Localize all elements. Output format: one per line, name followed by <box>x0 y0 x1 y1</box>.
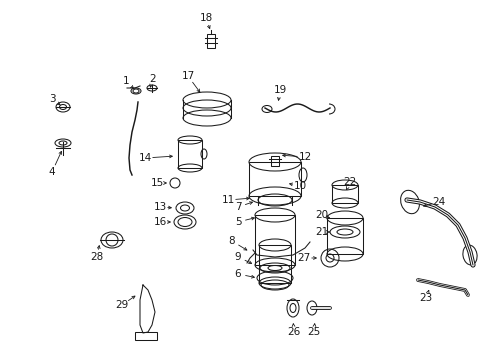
Text: 6: 6 <box>234 269 241 279</box>
Text: 9: 9 <box>234 252 241 262</box>
Text: 18: 18 <box>199 13 212 23</box>
Bar <box>206 34 215 48</box>
Text: 21: 21 <box>315 227 328 237</box>
Text: 8: 8 <box>228 236 235 246</box>
Bar <box>326 218 362 254</box>
Text: 4: 4 <box>49 167 55 177</box>
Text: 14: 14 <box>138 153 151 163</box>
Text: 5: 5 <box>234 217 241 227</box>
Text: 24: 24 <box>431 197 445 207</box>
Text: 1: 1 <box>122 76 129 86</box>
Text: 3: 3 <box>49 94 55 104</box>
Text: 29: 29 <box>115 300 128 310</box>
Text: 20: 20 <box>315 210 328 220</box>
Text: 27: 27 <box>297 253 310 263</box>
Text: 13: 13 <box>153 202 166 212</box>
Text: 2: 2 <box>149 74 156 84</box>
Bar <box>259 245 290 283</box>
Text: 22: 22 <box>343 177 356 187</box>
Text: 10: 10 <box>293 181 306 191</box>
Text: 16: 16 <box>153 217 166 227</box>
Text: 12: 12 <box>298 152 311 162</box>
Text: 28: 28 <box>90 252 103 262</box>
Bar <box>331 185 357 203</box>
Bar <box>270 156 279 166</box>
Text: 11: 11 <box>221 195 234 205</box>
Text: 7: 7 <box>234 202 241 212</box>
Bar <box>248 162 301 196</box>
Text: 19: 19 <box>273 85 286 95</box>
Text: 17: 17 <box>181 71 194 81</box>
Bar <box>135 332 157 340</box>
Bar <box>254 215 294 265</box>
Text: 23: 23 <box>419 293 432 303</box>
Text: 15: 15 <box>150 178 163 188</box>
Text: 26: 26 <box>287 327 300 337</box>
Text: 25: 25 <box>307 327 320 337</box>
Bar <box>178 140 202 168</box>
